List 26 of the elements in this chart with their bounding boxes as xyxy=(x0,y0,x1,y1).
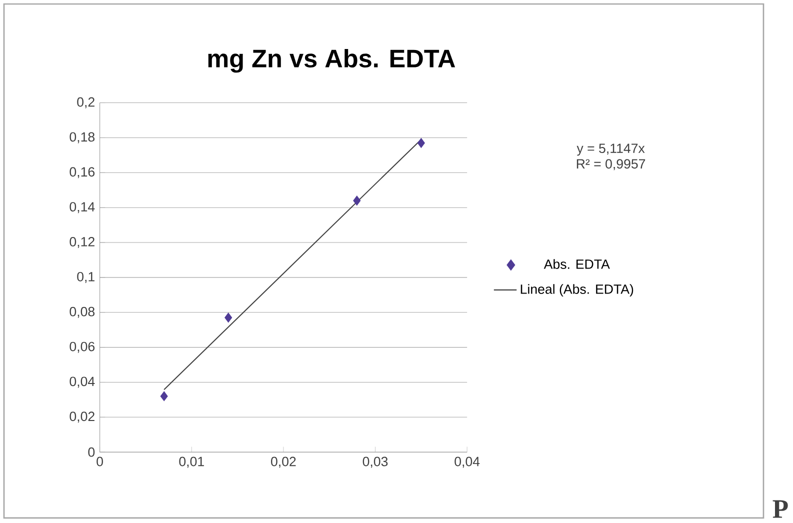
point xyxy=(224,312,232,323)
text: R² = 0,9957 xyxy=(576,159,646,170)
x-tick-label: 0,03 xyxy=(362,456,388,468)
point xyxy=(417,138,425,148)
y-tick-label: 0,02 xyxy=(70,412,94,423)
y-tick-label: 0,06 xyxy=(70,342,95,353)
point xyxy=(353,196,361,206)
x-tick-label: 0,01 xyxy=(179,456,204,468)
y-tick-label: 0,2 xyxy=(77,97,94,108)
legend-label: Lineal (Abs. EDTA) xyxy=(520,284,634,297)
chart-title: mg Zn vs Abs. EDTA xyxy=(208,48,456,73)
y-tick-label: 0,12 xyxy=(70,237,94,248)
y-tick-label: 0,16 xyxy=(70,167,95,178)
y-tick-label: 0,1 xyxy=(77,272,94,283)
x-tick-label: 0 xyxy=(96,456,103,466)
point xyxy=(160,391,168,402)
y-tick-label: 0,08 xyxy=(70,306,95,318)
legend-label: Abs. EDTA xyxy=(544,259,610,269)
y-tick-label: 0,14 xyxy=(70,202,95,214)
text: y = 5,1147x xyxy=(576,144,645,156)
x-tick-label: 0,02 xyxy=(271,456,296,468)
y-tick-label: 0,04 xyxy=(70,376,95,388)
text: P xyxy=(772,500,788,518)
y-tick-label: 0,18 xyxy=(70,132,95,144)
y-tick-label: 0 xyxy=(88,447,95,457)
x-tick-label: 0,04 xyxy=(454,456,480,468)
